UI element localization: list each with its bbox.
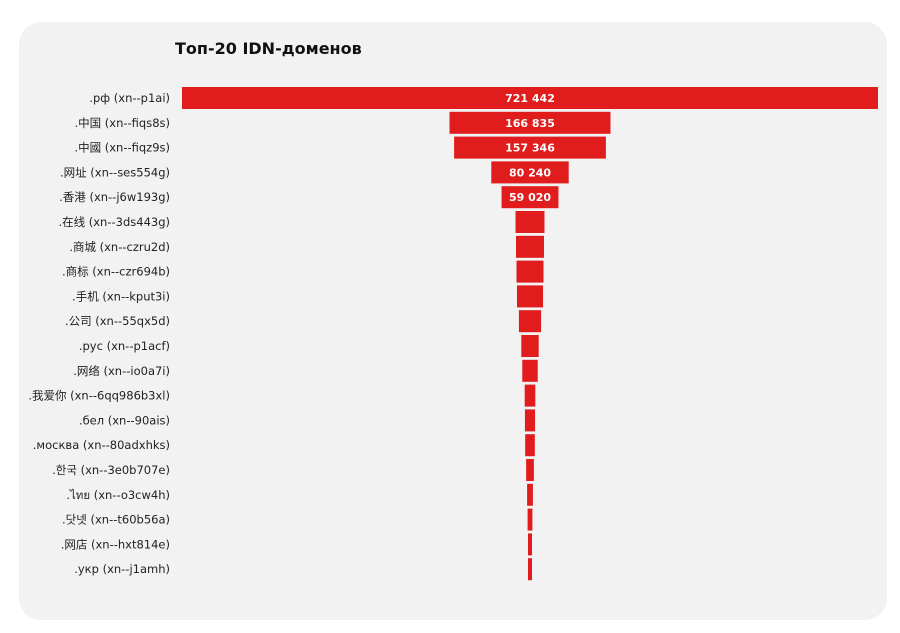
bar [527,483,533,506]
bar-value-label: 59 020 [509,191,551,204]
category-label: .商城 (xn--czru2d) [69,240,170,254]
bar [525,434,535,457]
bar [518,310,542,333]
bar [516,260,544,283]
chart-title: Топ-20 IDN-доменов [175,39,362,58]
category-label: .网店 (xn--hxt814e) [61,537,170,551]
category-label: .ไทย (xn--o3cw4h) [66,488,170,502]
category-label: .中國 (xn--fiqz9s) [74,141,170,155]
bar [501,186,559,209]
bar [521,335,539,357]
category-label: .рус (xn--p1acf) [79,339,170,353]
category-label: .닷넷 (xn--t60b56a) [62,513,170,527]
category-label: .手机 (xn--kput3i) [72,289,170,303]
category-label: .公司 (xn--55qx5d) [65,314,170,328]
category-label: .中国 (xn--fiqs8s) [74,116,170,130]
bar [516,235,544,258]
bar [182,87,878,109]
bar [522,359,538,382]
category-label: .网址 (xn--ses554g) [60,165,170,179]
bar [524,409,536,432]
category-label: .香港 (xn--j6w193g) [59,190,170,204]
category-label: .бел (xn--90ais) [79,413,170,427]
bar-value-label: 80 240 [509,166,551,179]
category-label: .рф (xn--p1ai) [89,91,170,105]
category-label: .在线 (xn--3ds443g) [58,215,170,229]
bar [449,111,611,134]
bar [528,533,532,556]
bar [527,508,533,531]
category-label: .москва (xn--80adxhks) [33,438,170,452]
category-label: .商标 (xn--czr694b) [62,265,170,279]
bar [516,285,544,308]
bar [454,136,606,159]
bar [491,161,569,184]
bar-value-label: 721 442 [505,92,555,105]
bar [528,558,532,581]
bar-value-label: 166 835 [505,117,555,130]
category-label: .укр (xn--j1amh) [74,562,170,576]
category-label: .我爱你 (xn--6qq986b3xl) [28,389,170,403]
bar [526,459,534,481]
bar-value-label: 157 346 [505,142,555,155]
bar [524,384,536,407]
category-label: .网络 (xn--io0a7i) [73,364,170,378]
category-label: .한국 (xn--3e0b707e) [52,463,170,477]
bar [515,211,545,233]
